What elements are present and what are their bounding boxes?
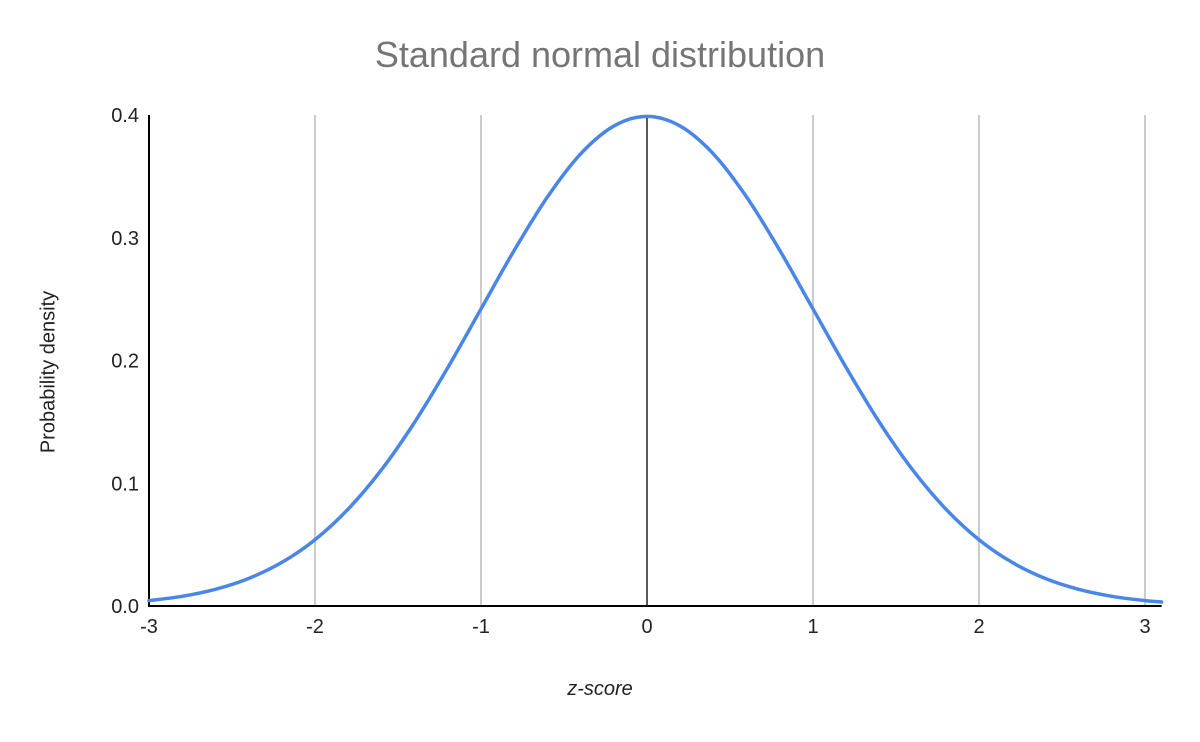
density-curve — [147, 114, 1164, 604]
chart-title: Standard normal distribution — [374, 34, 826, 75]
x-tick-label: 2 — [973, 616, 984, 638]
axes — [148, 115, 1162, 607]
x-axis-label: z-score — [567, 678, 633, 700]
y-tick-label: 0.0 — [111, 596, 139, 618]
y-tick-label: 0.3 — [111, 228, 139, 250]
y-axis-ticks: 0.0 0.1 0.2 0.3 0.4 — [111, 105, 139, 618]
y-tick-label: 0.4 — [111, 105, 139, 127]
y-tick-label: 0.1 — [111, 473, 139, 495]
x-axis-ticks: -3 -2 -1 0 1 2 3 — [140, 616, 1150, 638]
x-tick-label: 1 — [807, 616, 818, 638]
x-tick-label: 0 — [641, 616, 652, 638]
gridlines — [314, 115, 1146, 606]
y-tick-label: 0.2 — [111, 351, 139, 373]
x-tick-label: 3 — [1139, 616, 1150, 638]
x-tick-label: -2 — [306, 616, 324, 638]
x-tick-label: -1 — [472, 616, 490, 638]
x-tick-label: -3 — [140, 616, 158, 638]
